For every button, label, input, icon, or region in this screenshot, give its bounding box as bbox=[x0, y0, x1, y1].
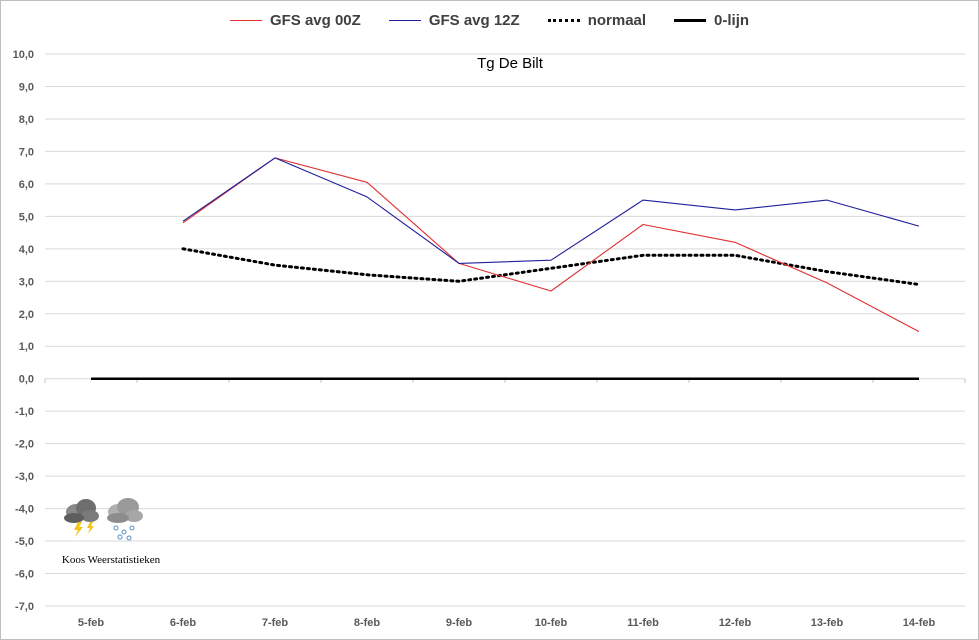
y-tick-label: -7,0 bbox=[15, 601, 34, 613]
chart-title: Tg De Bilt bbox=[477, 55, 543, 72]
y-tick-label: -2,0 bbox=[15, 439, 34, 451]
gridlines bbox=[45, 53, 965, 607]
legend-swatch-gfs-12z bbox=[388, 20, 421, 21]
x-tick-label: 14-feb bbox=[903, 617, 936, 629]
legend-swatch-0-lijn bbox=[674, 19, 707, 22]
legend-swatch-gfs-00z bbox=[229, 20, 262, 21]
x-tick-label: 6-feb bbox=[170, 617, 197, 629]
y-tick-label: 8,0 bbox=[19, 114, 34, 126]
y-tick-label: 10,0 bbox=[13, 49, 34, 61]
x-tick-label: 7-feb bbox=[262, 617, 289, 629]
legend-item-gfs-00z: GFS avg 00Z bbox=[229, 12, 361, 29]
x-tick-label: 10-feb bbox=[535, 617, 568, 629]
y-tick-label: 0,0 bbox=[19, 374, 34, 386]
series-line-normaal bbox=[181, 247, 921, 286]
y-tick-label: 6,0 bbox=[19, 179, 34, 191]
x-tick-label: 5-feb bbox=[78, 617, 105, 629]
y-tick-label: 3,0 bbox=[19, 276, 34, 288]
legend-label-0-lijn: 0-lijn bbox=[714, 12, 750, 29]
logo: Koos Weerstatistieken bbox=[56, 492, 166, 572]
y-tick-label: 1,0 bbox=[19, 341, 34, 353]
x-tick-label: 8-feb bbox=[354, 617, 381, 629]
y-tick-label: 9,0 bbox=[19, 81, 34, 93]
y-tick-label: 7,0 bbox=[19, 146, 34, 158]
y-tick-label: 5,0 bbox=[19, 211, 34, 223]
legend-label-gfs-00z: GFS avg 00Z bbox=[269, 12, 361, 29]
y-tick-label: 4,0 bbox=[19, 244, 34, 256]
legend-label-gfs-12z: GFS avg 12Z bbox=[428, 12, 520, 29]
logo-text: Koos Weerstatistieken bbox=[61, 554, 161, 566]
legend-swatch-normaal bbox=[547, 19, 580, 22]
x-axis: 5-feb 6-feb 7-feb 8-feb 9-feb 10-feb 11-feb 12-… bbox=[44, 378, 966, 629]
x-tick-label: 11-feb bbox=[627, 617, 659, 629]
y-tick-label: -6,0 bbox=[15, 569, 34, 581]
legend: GFS avg 00Z GFS avg 12Z normaal 0-lijn bbox=[0, 12, 979, 29]
series-lines bbox=[91, 157, 921, 380]
y-tick-label: -4,0 bbox=[15, 504, 34, 516]
x-tick-label: 13-feb bbox=[811, 617, 844, 629]
thunderstorm-cloud-icon bbox=[64, 499, 99, 537]
series-line-gfs-avg-12z bbox=[182, 157, 920, 264]
legend-item-gfs-12z: GFS avg 12Z bbox=[388, 12, 520, 29]
y-tick-label: -3,0 bbox=[15, 471, 34, 483]
legend-item-0-lijn: 0-lijn bbox=[674, 12, 749, 29]
weather-icons bbox=[64, 498, 143, 541]
y-tick-label: -1,0 bbox=[15, 406, 34, 418]
y-tick-label: 2,0 bbox=[19, 309, 34, 321]
series-line-gfs-avg-00z bbox=[182, 157, 920, 333]
y-tick-label: -5,0 bbox=[15, 536, 34, 548]
legend-label-normaal: normaal bbox=[587, 12, 647, 29]
x-tick-label: 9-feb bbox=[446, 617, 473, 629]
x-tick-label: 12-feb bbox=[719, 617, 752, 629]
legend-item-normaal: normaal bbox=[547, 12, 647, 29]
y-axis: 10,0 9,0 8,0 7,0 6,0 5,0 4,0 3,0 2,0 1,0 0,0 -1,0 -2… bbox=[13, 49, 34, 613]
snow-cloud-icon bbox=[107, 498, 143, 541]
